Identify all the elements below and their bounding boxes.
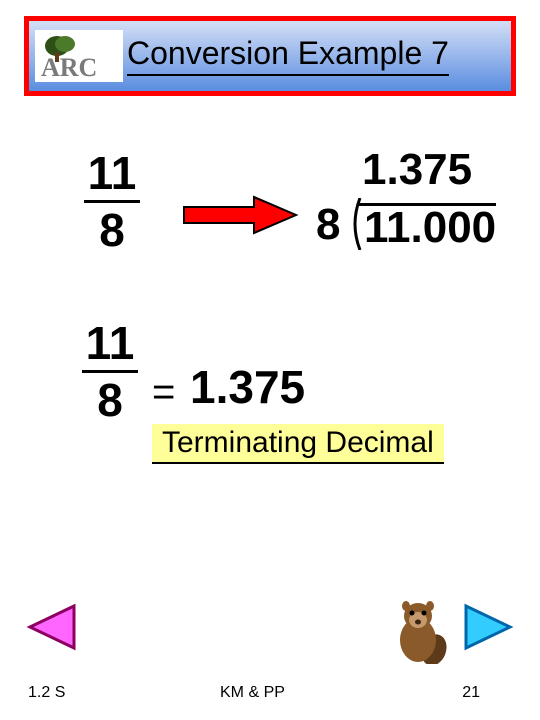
- page-number: 21: [462, 684, 480, 702]
- numerator: 11: [88, 150, 137, 196]
- decimal-result: 1.375: [190, 360, 305, 414]
- denominator: 8: [99, 207, 125, 253]
- arrow-icon: [180, 195, 300, 235]
- header-box: ARC Conversion Example 7: [24, 16, 516, 96]
- arc-logo: ARC: [35, 30, 123, 82]
- equals-sign: =: [152, 370, 175, 415]
- arrow-right-icon: [462, 600, 516, 654]
- prev-button[interactable]: [24, 600, 78, 654]
- fraction-result: 11 8: [82, 320, 138, 423]
- footer-center: KM & PP: [220, 684, 285, 702]
- page-title: Conversion Example 7: [127, 36, 449, 75]
- fraction-bar: [82, 370, 138, 373]
- divisor: 8: [316, 203, 340, 247]
- next-button[interactable]: [462, 600, 516, 654]
- terminating-label: Terminating Decimal: [152, 424, 444, 464]
- fraction-input: 11 8: [84, 150, 140, 253]
- dividend: 11.000: [358, 203, 496, 250]
- beaver-icon: [392, 596, 450, 664]
- arrow-left-icon: [24, 600, 78, 654]
- numerator: 11: [86, 320, 135, 366]
- denominator: 8: [97, 377, 123, 423]
- fraction-bar: [84, 200, 140, 203]
- svg-text:ARC: ARC: [41, 53, 97, 82]
- footer-left: 1.2 S: [28, 684, 65, 702]
- quotient: 1.375: [362, 148, 472, 192]
